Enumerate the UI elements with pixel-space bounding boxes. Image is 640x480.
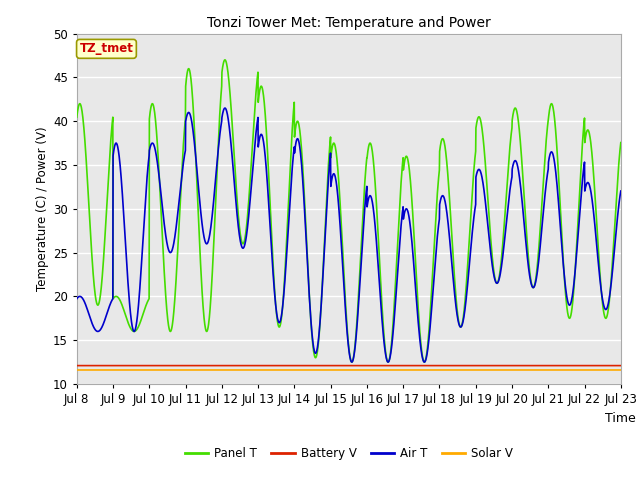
Text: TZ_tmet: TZ_tmet bbox=[79, 42, 133, 55]
Legend: Panel T, Battery V, Air T, Solar V: Panel T, Battery V, Air T, Solar V bbox=[180, 443, 518, 465]
Y-axis label: Temperature (C) / Power (V): Temperature (C) / Power (V) bbox=[36, 127, 49, 291]
X-axis label: Time: Time bbox=[605, 412, 636, 425]
Title: Tonzi Tower Met: Temperature and Power: Tonzi Tower Met: Temperature and Power bbox=[207, 16, 491, 30]
